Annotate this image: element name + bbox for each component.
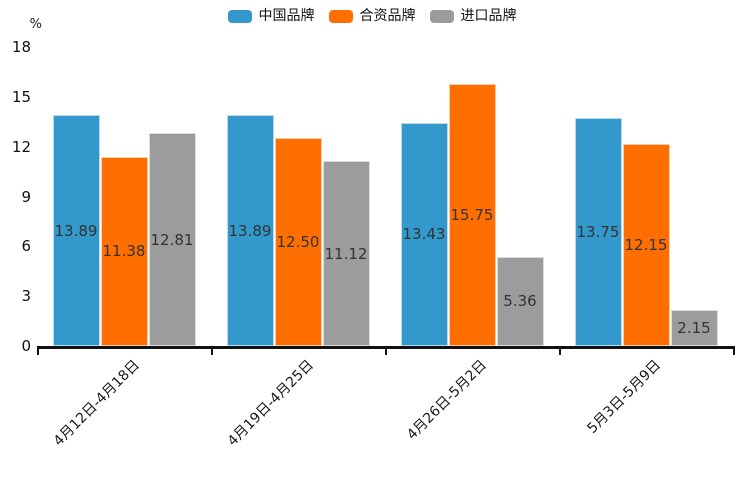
bar-中国品牌-3: 13.43	[400, 122, 448, 346]
bar-value-label: 13.43	[402, 225, 446, 244]
bar-中国品牌-2: 13.89	[226, 115, 274, 346]
x-category-label: 5月3日-5月9日	[584, 357, 665, 437]
bar-合资品牌-4: 12.15	[622, 144, 670, 346]
bar-合资品牌-3: 15.75	[448, 84, 496, 346]
y-tick-label: 6	[21, 237, 31, 256]
bar-value-label: 2.15	[677, 319, 711, 338]
legend-item-label: 进口品牌	[460, 8, 517, 24]
y-tick-label: 0	[21, 337, 31, 355]
legend-swatch-icon	[429, 9, 454, 23]
bar-合资品牌-2: 12.50	[274, 138, 322, 346]
bar-进口品牌-1: 12.81	[148, 133, 196, 346]
x-axis-tick-mark	[211, 346, 213, 355]
legend-swatch-icon	[328, 9, 353, 23]
bar-value-label: 13.89	[54, 221, 98, 240]
y-tick-label: 18	[11, 38, 31, 56]
bar-进口品牌-2: 11.12	[322, 161, 370, 346]
bar-value-label: 15.75	[450, 206, 494, 225]
bar-进口品牌-3: 5.36	[496, 256, 544, 346]
legend-item-label: 合资品牌	[359, 8, 416, 24]
bar-value-label: 12.81	[150, 230, 194, 249]
x-category-label: 4月19日-4月25日	[224, 357, 317, 450]
bar-value-label: 12.50	[276, 233, 320, 252]
legend-swatch-icon	[227, 9, 252, 23]
bar-中国品牌-4: 13.75	[574, 117, 622, 346]
y-tick-label: 12	[11, 137, 31, 156]
bar-value-label: 11.38	[102, 242, 146, 261]
bar-合资品牌-1: 11.38	[100, 156, 148, 346]
y-tick-label: 9	[21, 187, 31, 206]
bar-value-label: 13.75	[576, 222, 620, 241]
bar-中国品牌-1: 13.89	[52, 115, 100, 346]
x-axis-tick-mark	[37, 346, 39, 355]
bar-value-label: 5.36	[503, 292, 537, 311]
bar-value-label: 12.15	[624, 236, 668, 255]
legend-item-1[interactable]: 中国品牌	[227, 8, 315, 24]
x-axis-tick-mark	[385, 346, 387, 355]
y-tick-label: 3	[21, 287, 31, 306]
legend: 中国品牌 合资品牌 进口品牌	[0, 8, 744, 24]
legend-item-label: 中国品牌	[258, 8, 315, 24]
legend-item-2[interactable]: 合资品牌	[328, 8, 416, 24]
x-category-label: 4月12日-4月18日	[50, 357, 143, 450]
bar-进口品牌-4: 2.15	[670, 310, 718, 346]
y-axis-unit-label: %	[29, 17, 42, 32]
bar-value-label: 11.12	[324, 244, 368, 263]
x-axis-tick-mark	[559, 346, 561, 355]
bar-value-label: 13.89	[228, 221, 272, 240]
y-tick-label: 15	[11, 87, 31, 106]
legend-item-3[interactable]: 进口品牌	[429, 8, 517, 24]
x-axis-tick-mark	[733, 346, 735, 355]
x-category-label: 4月26日-5月2日	[404, 357, 491, 444]
